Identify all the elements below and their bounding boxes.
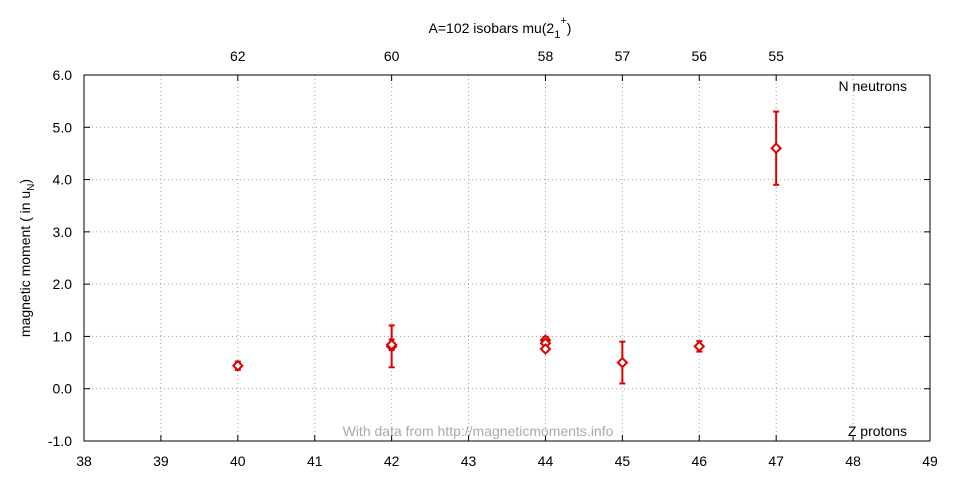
chart-title: A=102 isobars mu(21+)	[429, 15, 572, 41]
data-point	[539, 343, 552, 355]
data-point	[231, 359, 244, 372]
x-tick-label: 40	[230, 453, 246, 469]
diamond-marker	[616, 356, 629, 369]
y-tick-label: 6.0	[53, 67, 73, 83]
x-tick-label: 49	[922, 453, 938, 469]
diamond-marker	[693, 340, 706, 353]
y-tick-label: 0.0	[53, 381, 73, 397]
x-tick-label: 48	[845, 453, 861, 469]
x-tick-label: 42	[384, 453, 400, 469]
diamond-marker	[231, 359, 244, 372]
y-tick-label: 4.0	[53, 172, 73, 188]
top-tick-label: 60	[384, 48, 400, 64]
x-tick-label: 41	[307, 453, 323, 469]
y-axis-label: magnetic moment ( in uN)	[17, 179, 37, 337]
tick-labels: 38 39 40 41 42 43 44 45 46 47 48 49 -1.0 0.0 1.0 2.0 3.0…	[48, 48, 938, 469]
top-tick-label: 62	[230, 48, 246, 64]
y-tick-label: 1.0	[53, 328, 73, 344]
y-tick-label: 3.0	[53, 224, 73, 240]
diamond-marker	[539, 343, 552, 355]
top-tick-label: 57	[615, 48, 631, 64]
y-tick-label: 5.0	[53, 119, 73, 135]
watermark: With data from http://magneticmoments.in…	[343, 423, 614, 439]
grid	[84, 75, 930, 441]
axes	[83, 74, 931, 442]
x-tick-label: 39	[153, 453, 169, 469]
x-tick-label: 43	[461, 453, 477, 469]
data-point	[385, 338, 398, 352]
diamond-marker	[385, 338, 398, 351]
data-points	[231, 110, 783, 385]
x-tick-label: 47	[768, 453, 784, 469]
annotation-n-neutrons: N neutrons	[839, 78, 907, 94]
top-tick-label: 56	[691, 48, 707, 64]
y-tick-label: -1.0	[48, 433, 72, 449]
top-tick-label: 58	[538, 48, 554, 64]
top-tick-label: 55	[768, 48, 784, 64]
y-tick-label: 2.0	[53, 276, 73, 292]
diamond-marker	[770, 142, 783, 155]
data-point	[693, 340, 706, 353]
data-point	[770, 110, 783, 186]
data-point	[616, 340, 629, 385]
annotation-z-protons: Z protons	[848, 423, 907, 439]
x-tick-label: 45	[615, 453, 631, 469]
x-tick-label: 44	[538, 453, 554, 469]
x-tick-label: 46	[691, 453, 707, 469]
plot-frame	[83, 74, 931, 442]
x-tick-label: 38	[76, 453, 92, 469]
